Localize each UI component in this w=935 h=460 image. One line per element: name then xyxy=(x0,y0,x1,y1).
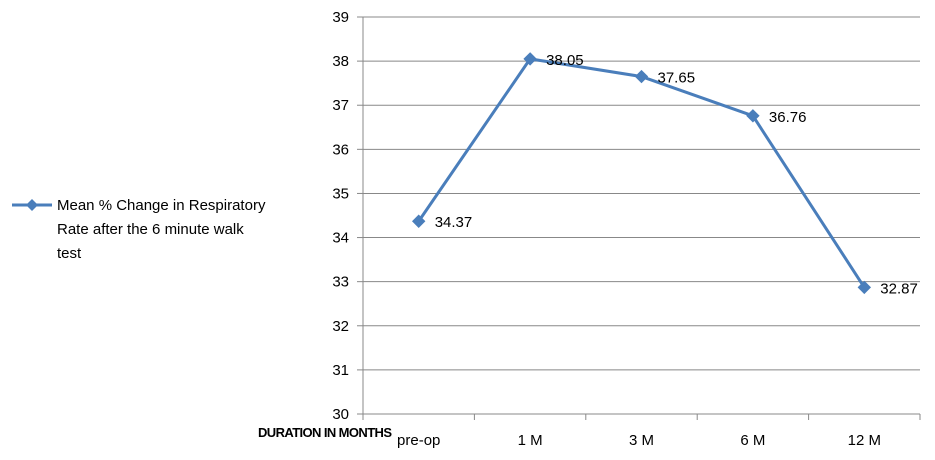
grid-lines xyxy=(357,16,920,415)
x-axis-title: DURATION IN MONTHS xyxy=(258,425,392,440)
y-tick-label: 39 xyxy=(332,9,349,26)
data-point-marker xyxy=(634,69,649,84)
legend-label-line: Mean % Change in Respiratory xyxy=(57,197,266,214)
data-label: 32.87 xyxy=(880,280,918,297)
data-labels: 34.37 38.05 37.65 36.76 32.87 xyxy=(435,52,918,297)
y-tick-label: 34 xyxy=(332,230,349,247)
x-tick-label: 12 M xyxy=(848,432,881,449)
legend-label-line: test xyxy=(57,245,82,262)
x-tick-label: 6 M xyxy=(740,432,765,449)
data-markers xyxy=(411,52,872,295)
data-point-marker xyxy=(857,280,872,295)
y-tick-label: 31 xyxy=(332,362,349,379)
y-tick-label: 37 xyxy=(332,97,349,114)
legend-label-line: Rate after the 6 minute walk xyxy=(57,221,244,238)
legend-label: Mean % Change in Respiratory Rate after t… xyxy=(57,197,266,262)
series-line xyxy=(417,57,866,289)
y-tick-label: 36 xyxy=(332,141,349,158)
x-axis-tick-labels: pre-op 1 M 3 M 6 M 12 M xyxy=(397,432,881,449)
data-point-marker xyxy=(746,109,760,123)
y-tick-label: 38 xyxy=(332,53,349,70)
data-label: 34.37 xyxy=(435,214,473,231)
x-tick-label: pre-op xyxy=(397,432,440,449)
y-tick-label: 35 xyxy=(332,185,349,202)
data-point-marker xyxy=(523,52,537,66)
y-tick-label: 32 xyxy=(332,318,349,335)
data-label: 36.76 xyxy=(769,109,807,126)
axes xyxy=(362,17,921,420)
legend-marker-swatch xyxy=(26,199,38,211)
y-axis-tick-labels: 30 31 32 33 34 35 36 37 38 39 xyxy=(332,9,349,423)
data-label: 38.05 xyxy=(546,52,584,69)
series-line-path xyxy=(417,57,866,289)
x-tick-label: 3 M xyxy=(629,432,654,449)
y-tick-label: 30 xyxy=(332,406,349,423)
x-tick-label: 1 M xyxy=(518,432,543,449)
data-label: 37.65 xyxy=(658,70,696,87)
data-point-marker xyxy=(411,214,426,228)
legend: Mean % Change in Respiratory Rate after t… xyxy=(12,197,266,262)
y-tick-label: 33 xyxy=(332,274,349,291)
